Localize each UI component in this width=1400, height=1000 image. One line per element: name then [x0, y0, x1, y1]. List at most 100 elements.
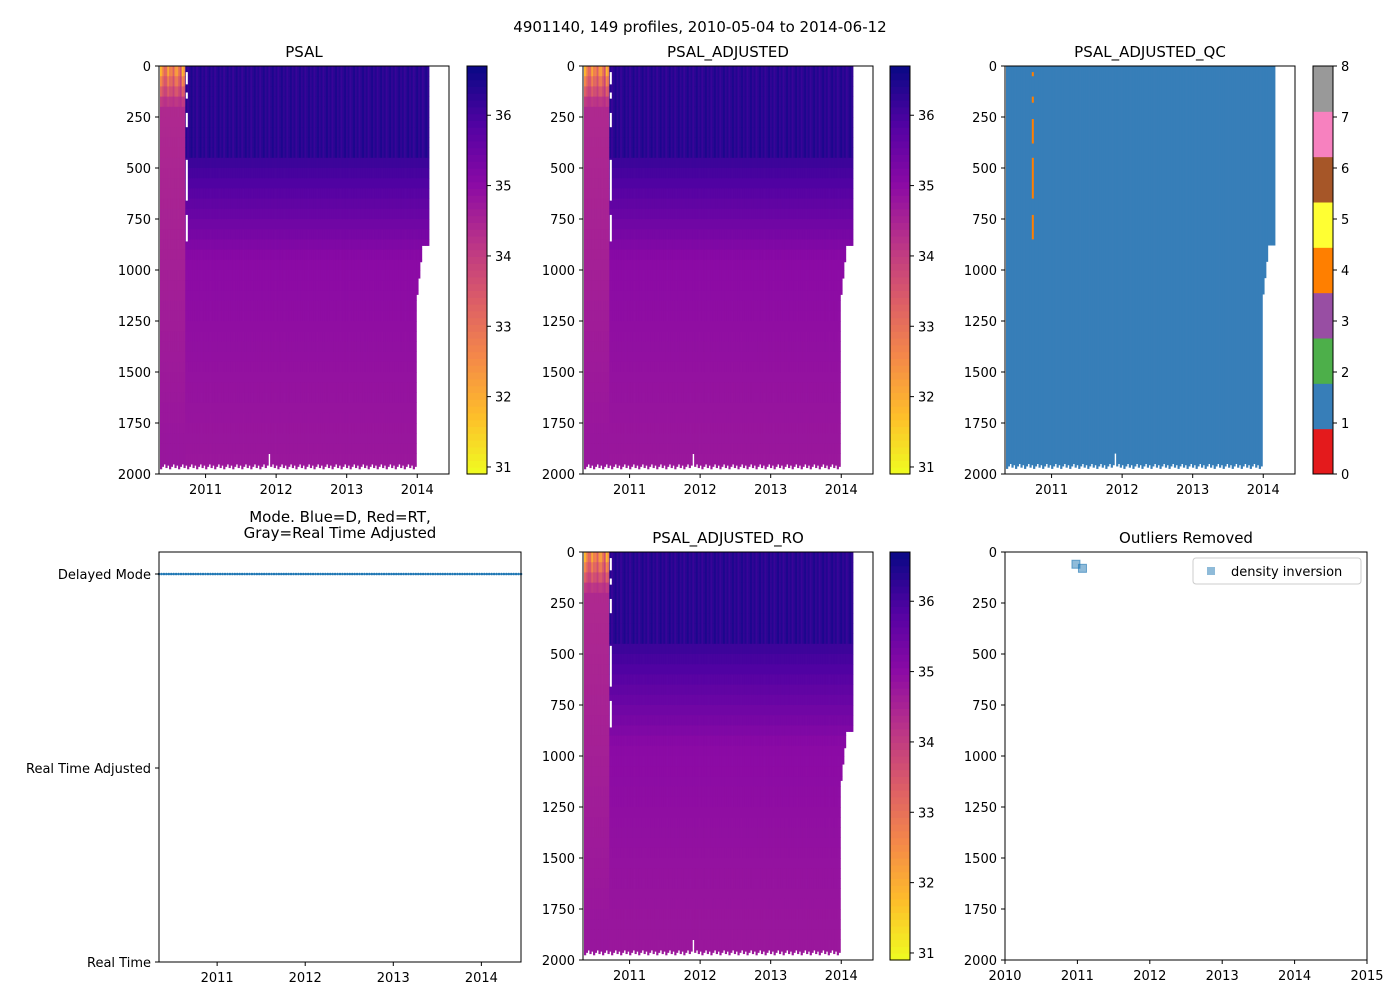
psal-cell — [208, 66, 211, 77]
psal-cell — [279, 76, 282, 87]
psal-cell — [178, 106, 181, 118]
psal-cell — [199, 117, 202, 128]
psal-cell — [163, 270, 166, 281]
psal-cell — [199, 86, 202, 97]
psal-cell — [243, 290, 246, 301]
psal-cell — [259, 117, 262, 128]
psal-cell — [270, 208, 273, 220]
psal-cell — [264, 249, 267, 261]
psal-cell — [217, 392, 220, 403]
psal-cell — [261, 331, 264, 342]
psal-cell — [279, 147, 282, 159]
psal-cell — [277, 117, 280, 128]
psal-cell — [167, 239, 170, 250]
psal-cell — [172, 239, 175, 250]
psal-cell — [228, 402, 231, 414]
psal-cell — [228, 372, 231, 383]
psal-cell — [232, 137, 235, 148]
psal-cell — [190, 290, 193, 301]
psal-cell — [273, 382, 276, 393]
psal-cell — [172, 127, 175, 138]
psal-cell — [160, 208, 163, 220]
psal-cell — [261, 96, 264, 108]
psal-cell — [160, 372, 163, 383]
psal-cell — [280, 178, 284, 189]
psal-cell — [187, 280, 190, 291]
psal-cell — [250, 463, 253, 470]
psal-cell — [241, 178, 244, 189]
psal-cell — [174, 147, 177, 159]
psal-cell — [206, 66, 210, 77]
psal-cell — [268, 188, 271, 199]
psal-cell — [194, 433, 197, 444]
psal-cell — [288, 117, 291, 128]
psal-cell — [244, 423, 248, 434]
psal-cell — [221, 208, 224, 220]
psal-cell — [282, 168, 285, 179]
psal-cell — [194, 443, 197, 454]
psal-cell — [232, 361, 235, 373]
psal-cell — [270, 188, 273, 199]
psal-cell — [210, 137, 213, 148]
psal-cell — [185, 351, 188, 363]
psal-cell — [241, 310, 244, 322]
psal-cell — [255, 96, 258, 108]
psal-cell — [181, 372, 184, 383]
psal-cell — [221, 331, 224, 342]
psal-cell — [203, 412, 206, 424]
psal-cell — [172, 290, 175, 301]
psal-cell — [172, 341, 175, 352]
psal-cell — [167, 198, 170, 210]
psal-cell — [192, 86, 195, 97]
psal-cell — [266, 147, 269, 159]
psal-cell — [241, 106, 244, 118]
psal-cell — [163, 198, 166, 210]
psal-cell — [215, 382, 219, 393]
psal-cell — [179, 208, 183, 220]
psal-cell — [273, 178, 276, 189]
psal-cell — [228, 168, 231, 179]
psal-cell — [237, 351, 240, 363]
psal-cell — [217, 66, 220, 77]
psal-cell — [167, 117, 170, 128]
psal-cell — [160, 66, 163, 77]
psal-cell — [250, 117, 253, 128]
psal-cell — [286, 259, 289, 271]
psal-cell — [196, 433, 199, 444]
psal-cell — [239, 239, 242, 250]
psal-cell — [264, 331, 267, 342]
psal-cell — [243, 239, 246, 250]
psal-cell — [246, 382, 249, 393]
psal-cell — [266, 290, 269, 301]
psal-cell — [286, 453, 289, 465]
psal-cell — [280, 341, 284, 352]
psal-cell — [201, 361, 204, 373]
psal-cell — [284, 168, 287, 179]
psal-cell — [239, 290, 242, 301]
psal-cell — [197, 157, 201, 169]
psal-cell — [214, 178, 217, 189]
psal-cell — [212, 168, 215, 179]
psal-cell — [252, 137, 255, 148]
psal-cell — [237, 188, 240, 199]
psal-cell — [176, 443, 179, 454]
psal-cell — [244, 300, 248, 312]
psal-cell — [178, 229, 181, 240]
psal-cell — [255, 443, 258, 454]
psal-cell — [286, 463, 289, 470]
psal-cell — [234, 361, 237, 373]
psal-cell — [183, 198, 186, 210]
psal-cell — [268, 229, 271, 240]
psal-cell — [212, 239, 215, 250]
psal-cell — [208, 351, 211, 363]
psal-cell — [205, 351, 208, 363]
psal-cell — [244, 249, 248, 261]
psal-cell — [241, 321, 244, 332]
psal-cell — [239, 351, 242, 363]
psal-cell — [185, 392, 188, 403]
psal-cell — [219, 76, 222, 87]
psal-cell — [243, 402, 246, 414]
psal-cell — [235, 341, 239, 352]
psal-cell — [280, 96, 284, 108]
psal-cell — [257, 280, 260, 291]
